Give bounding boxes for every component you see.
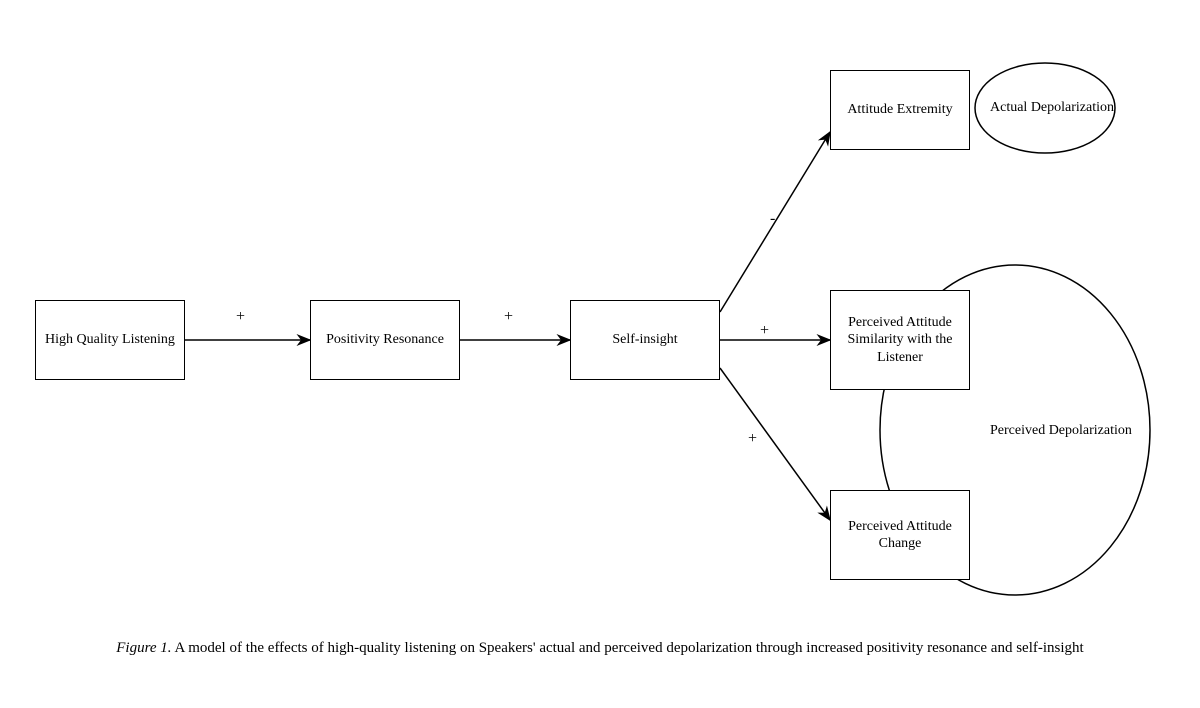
edge-sign: + [504, 308, 513, 326]
figure-caption: Figure 1. A model of the effects of high… [50, 640, 1150, 657]
node-positivity-resonance: Positivity Resonance [310, 300, 460, 380]
node-label: Perceived Attitude Change [835, 518, 965, 553]
node-label: High Quality Listening [45, 331, 175, 349]
caption-text: A model of the effects of high-quality l… [172, 640, 1084, 656]
edge-sign: + [760, 322, 769, 340]
node-perceived-attitude-similarity: Perceived Attitude Similarity with the L… [830, 290, 970, 390]
ellipse-label-actual-depolarization: Actual Depolarization [990, 100, 1114, 116]
ellipse-label-perceived-depolarization: Perceived Depolarization [990, 423, 1132, 439]
node-high-quality-listening: High Quality Listening [35, 300, 185, 380]
node-label: Positivity Resonance [326, 331, 444, 349]
node-perceived-attitude-change: Perceived Attitude Change [830, 490, 970, 580]
node-self-insight: Self-insight [570, 300, 720, 380]
node-attitude-extremity: Attitude Extremity [830, 70, 970, 150]
node-label: Attitude Extremity [847, 101, 952, 119]
node-label: Self-insight [612, 331, 677, 349]
node-label: Perceived Attitude Similarity with the L… [835, 314, 965, 367]
edge-sign: + [236, 308, 245, 326]
caption-prefix: Figure 1. [116, 640, 171, 656]
edge-sign: + [748, 430, 757, 448]
edge-sign: - [770, 210, 775, 228]
